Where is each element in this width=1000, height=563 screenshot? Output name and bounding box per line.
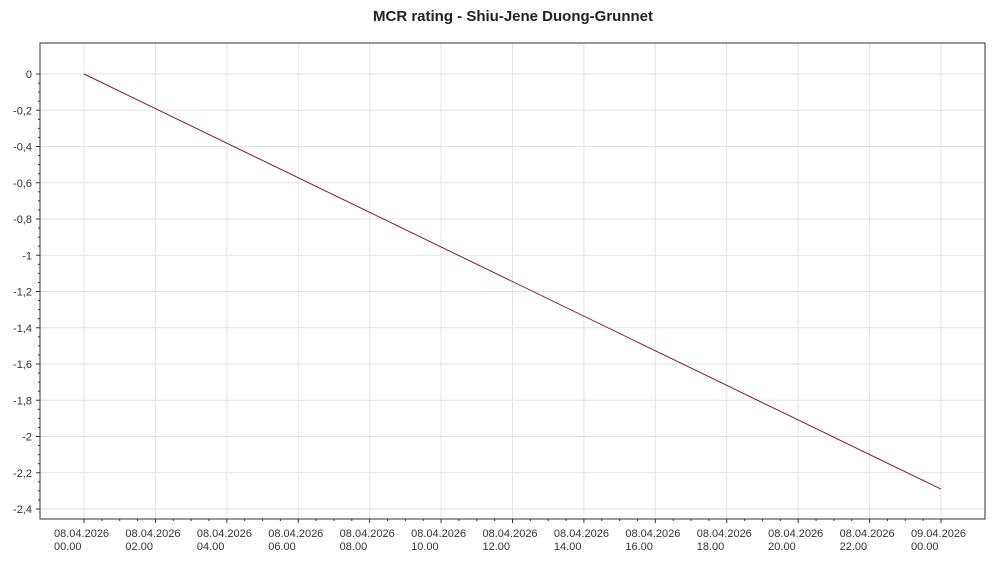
y-tick-label: -2,2: [13, 468, 32, 480]
y-tick-label: -0,6: [13, 178, 32, 190]
y-tick-label: -0,8: [13, 214, 32, 226]
x-tick-label: 08.04.2026 12.00: [483, 528, 538, 553]
y-axis: 0 -0,2 -0,4 -0,6 -0,8 -1 -1,2 -1,4 -1,6 -1,8 -2 -2,…: [13, 69, 40, 516]
y-tick-label: -0,4: [13, 142, 32, 154]
y-tick-label: -0,2: [13, 105, 32, 117]
x-tick-label: 08.04.2026 16.00: [625, 528, 680, 553]
x-tick-label: 08.04.2026 22.00: [840, 528, 895, 553]
y-tick-label: -1: [22, 250, 32, 262]
y-tick-label: -1,2: [13, 287, 32, 299]
x-tick-label: 08.04.2026 00.00: [54, 528, 109, 553]
x-tick-label: 08.04.2026 02.00: [125, 528, 180, 553]
x-tick-label: 08.04.2026 04.00: [197, 528, 252, 553]
y-tick-label: -1,6: [13, 359, 32, 371]
x-tick-label: 09.04.2026 00.00: [911, 528, 966, 553]
x-tick-label: 08.04.2026 18.00: [697, 528, 752, 553]
x-tick-label: 08.04.2026 06.00: [268, 528, 323, 553]
x-tick-label: 08.04.2026 08.00: [340, 528, 395, 553]
x-tick-label: 08.04.2026 10.00: [411, 528, 466, 553]
x-axis: 08.04.2026 00.00 08.04.2026 02.00 08.04.2026…: [54, 519, 966, 553]
x-tick-label: 08.04.2026 14.00: [554, 528, 609, 553]
series-group: [83, 73, 942, 490]
chart-title: MCR rating - Shiu-Jene Duong-Grunnet: [373, 8, 653, 25]
x-tick-label: 08.04.2026 20.00: [768, 528, 823, 553]
y-tick-label: 0: [26, 69, 32, 81]
y-tick-label: -2: [22, 432, 32, 444]
y-tick-label: -2,4: [13, 504, 32, 516]
series-line: [83, 73, 942, 490]
grid-lines: [40, 43, 985, 519]
y-tick-label: -1,8: [13, 395, 32, 407]
y-tick-label: -1,4: [13, 323, 32, 335]
